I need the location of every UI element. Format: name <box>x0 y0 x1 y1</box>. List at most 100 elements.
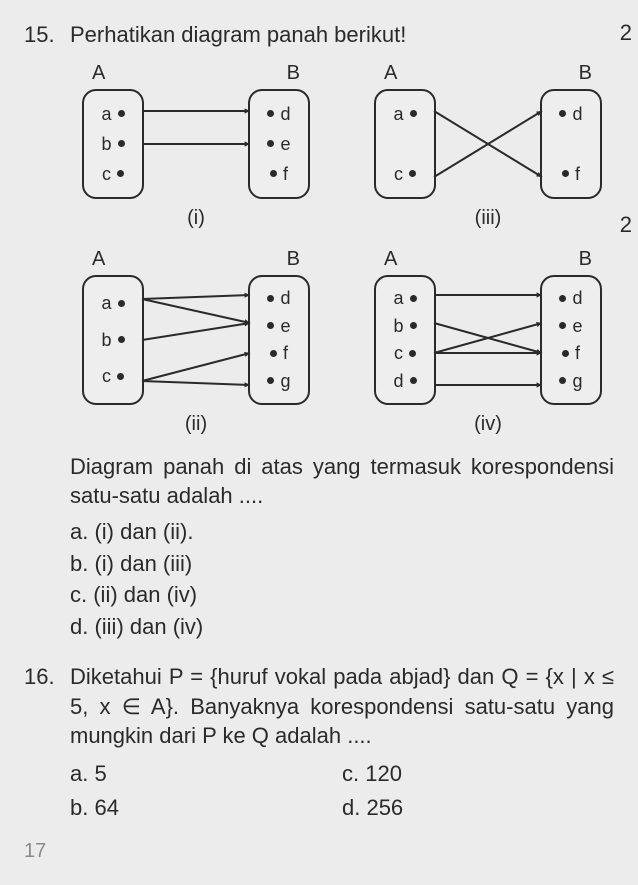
set-element: a <box>84 102 142 126</box>
element-label: e <box>280 314 290 338</box>
element-dot-icon <box>559 322 566 329</box>
set-b-box: defg <box>540 275 602 405</box>
set-a-box: abc <box>82 89 144 199</box>
q15-option-b: b. (i) dan (iii) <box>70 549 614 579</box>
set-element: c <box>376 341 434 365</box>
element-label: d <box>572 286 582 310</box>
set-element: d <box>250 102 308 126</box>
diagram-iv: ABabcddefg(iv) <box>362 246 614 438</box>
set-b-box: defg <box>248 275 310 405</box>
element-dot-icon <box>118 140 125 147</box>
element-label: b <box>101 328 111 352</box>
diagram-roman-label: (ii) <box>70 411 322 438</box>
set-element: a <box>376 286 434 310</box>
q16-stem: Diketahui P = {huruf vokal pada abjad} d… <box>70 662 614 751</box>
element-label: f <box>575 162 580 186</box>
set-labels: AB <box>70 60 322 89</box>
element-label: a <box>393 102 403 126</box>
set-element: b <box>84 328 142 352</box>
diagram-roman-label: (iv) <box>362 411 614 438</box>
element-label: f <box>575 341 580 365</box>
set-element: e <box>250 314 308 338</box>
label-a: A <box>384 60 397 87</box>
element-dot-icon <box>559 377 566 384</box>
element-label: g <box>572 369 582 393</box>
element-dot-icon <box>118 336 125 343</box>
label-b: B <box>579 60 592 87</box>
element-dot-icon <box>267 110 274 117</box>
element-label: e <box>280 132 290 156</box>
set-labels: AB <box>362 246 614 275</box>
element-dot-icon <box>118 110 125 117</box>
q15-option-c: c. (ii) dan (iv) <box>70 580 614 610</box>
q15-prompt: Perhatikan diagram panah berikut! <box>70 20 614 50</box>
q15-options: a. (i) dan (ii). b. (i) dan (iii) c. (ii… <box>70 517 614 642</box>
q15-option-a: a. (i) dan (ii). <box>70 517 614 547</box>
mapping-pair: abc def <box>82 89 310 199</box>
label-a: A <box>92 60 105 87</box>
element-dot-icon <box>117 373 124 380</box>
set-element: f <box>542 162 600 186</box>
diagram-ii: A Babc defg (ii) <box>70 246 322 438</box>
element-dot-icon <box>270 350 277 357</box>
set-element: b <box>376 314 434 338</box>
q16-option-b: b. 64 <box>70 793 342 823</box>
element-label: c <box>394 341 403 365</box>
set-element: f <box>542 341 600 365</box>
element-dot-icon <box>270 170 277 177</box>
element-label: c <box>394 162 403 186</box>
element-label: a <box>101 291 111 315</box>
element-label: c <box>102 364 111 388</box>
set-element: d <box>542 102 600 126</box>
mapping-pair: abcddefg <box>374 275 602 405</box>
set-b-box: def <box>248 89 310 199</box>
set-element: d <box>542 286 600 310</box>
mapping-pair: abc defg <box>82 275 310 405</box>
label-a: A <box>92 246 105 273</box>
margin-page-num-1: 2 <box>620 18 632 48</box>
set-element: b <box>84 132 142 156</box>
element-label: g <box>280 369 290 393</box>
element-label: a <box>393 286 403 310</box>
element-dot-icon <box>118 300 125 307</box>
label-b: B <box>287 246 300 273</box>
q16-option-a: a. 5 <box>70 759 342 789</box>
element-dot-icon <box>409 170 416 177</box>
q17-number: 17 <box>24 838 614 865</box>
element-label: e <box>572 314 582 338</box>
element-label: d <box>393 369 403 393</box>
element-dot-icon <box>562 170 569 177</box>
set-element: f <box>250 341 308 365</box>
diagram-roman-label: (i) <box>70 205 322 232</box>
question-15: 15. Perhatikan diagram panah berikut! AB… <box>24 20 614 644</box>
element-dot-icon <box>410 295 417 302</box>
q15-number: 15. <box>24 20 60 644</box>
set-element: g <box>542 369 600 393</box>
set-a-box: abc <box>82 275 144 405</box>
set-labels: AB <box>362 60 614 89</box>
element-dot-icon <box>410 110 417 117</box>
set-element: a <box>84 291 142 315</box>
set-element: a <box>376 102 434 126</box>
set-element: f <box>250 162 308 186</box>
set-element: d <box>376 369 434 393</box>
q16-number: 16. <box>24 662 60 824</box>
margin-page-num-2: 2 <box>620 210 632 240</box>
element-label: f <box>283 162 288 186</box>
diagram-iii: ABacdf(iii) <box>362 60 614 232</box>
element-label: d <box>572 102 582 126</box>
element-dot-icon <box>409 350 416 357</box>
element-label: b <box>101 132 111 156</box>
diagrams-row-2: ABabcdefg(ii) ABabcddefg(iv) <box>70 246 614 438</box>
q16-option-d: d. 256 <box>342 793 614 823</box>
element-dot-icon <box>267 322 274 329</box>
diagram-roman-label: (iii) <box>362 205 614 232</box>
element-dot-icon <box>410 322 417 329</box>
set-a-box: ac <box>374 89 436 199</box>
mapping-pair: acdf <box>374 89 602 199</box>
question-16: 16. Diketahui P = {huruf vokal pada abja… <box>24 662 614 824</box>
element-dot-icon <box>410 377 417 384</box>
set-element: c <box>84 364 142 388</box>
element-dot-icon <box>267 377 274 384</box>
element-label: d <box>280 286 290 310</box>
